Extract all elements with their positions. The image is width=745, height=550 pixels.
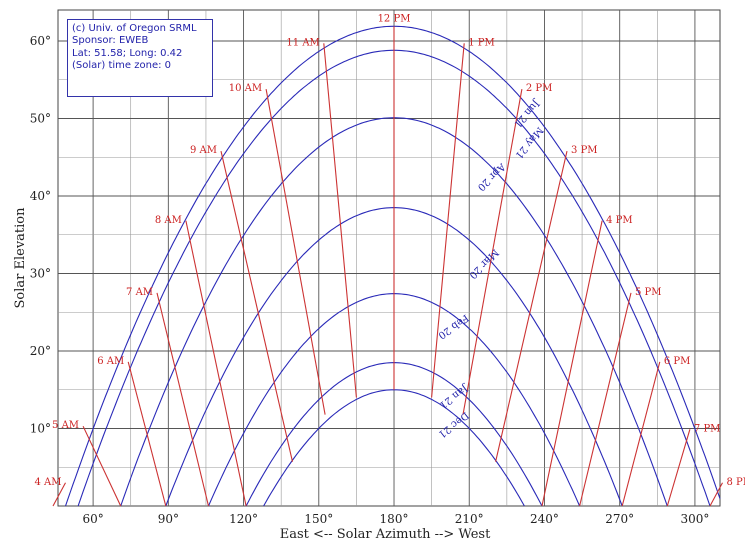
hour-line [462, 89, 523, 415]
y-tick-label: 10° [30, 422, 51, 436]
info-box: (c) Univ. of Oregon SRML Sponsor: EWEB L… [67, 19, 213, 97]
hour-label: 10 AM [229, 83, 262, 94]
y-axis-label: Solar Elevation [13, 207, 28, 309]
y-tick-label: 60° [30, 34, 51, 48]
hour-labels: 4 AM 5 AM 6 AM 7 AM 8 AM 9 AM 10 AM 11 AM 12 PM 1… [35, 13, 745, 487]
x-tick-label: 180° [380, 512, 409, 526]
x-tick-label: 240° [530, 512, 559, 526]
info-location: Lat: 51.58; Long: 0.42 [72, 47, 183, 59]
hour-line [621, 361, 661, 507]
x-tick-label: 90° [158, 512, 179, 526]
hour-label: 4 AM [35, 477, 62, 488]
x-tick-label: 60° [82, 512, 103, 526]
hour-line [127, 361, 167, 507]
info-timezone: (Solar) time zone: 0 [72, 60, 172, 72]
hour-label: 4 PM [606, 215, 633, 226]
hour-line [156, 292, 210, 507]
y-tick-label: 30° [30, 267, 51, 281]
y-tick-label: 40° [30, 189, 51, 203]
hour-label: 5 PM [635, 287, 662, 298]
tick-labels: 60° 90° 120° 150° 180° 210° 240° 270° 300° 10° 20°… [30, 34, 710, 526]
hour-line [185, 220, 247, 507]
hour-label: 7 PM [694, 423, 721, 434]
hour-line [709, 482, 723, 507]
hour-label: 9 AM [190, 145, 217, 156]
date-curve [64, 25, 721, 507]
x-axis-label: East <-- Solar Azimuth --> West [280, 527, 491, 542]
hour-line [82, 425, 122, 507]
info-sponsor: Sponsor: EWEB [72, 35, 149, 47]
x-tick-label: 270° [605, 512, 634, 526]
info-copyright: (c) Univ. of Oregon SRML [72, 23, 197, 34]
hour-line [666, 429, 691, 507]
hour-line [265, 89, 326, 415]
hour-label: 3 PM [571, 145, 598, 156]
hour-lines [52, 26, 723, 507]
x-tick-label: 300° [680, 512, 709, 526]
hour-label: 6 AM [97, 356, 124, 367]
hour-label: 6 PM [664, 356, 691, 367]
hour-label: 8 AM [155, 215, 182, 226]
hour-label: 1 PM [468, 37, 495, 48]
hour-line [220, 150, 294, 462]
x-tick-label: 210° [455, 512, 484, 526]
hour-line [495, 150, 568, 462]
hour-label: 5 AM [52, 420, 79, 431]
hour-line [431, 43, 465, 398]
hour-label: 2 PM [526, 83, 553, 94]
y-tick-label: 50° [30, 112, 51, 126]
y-tick-label: 20° [30, 344, 51, 358]
hour-label: 7 AM [126, 287, 153, 298]
x-tick-label: 150° [304, 512, 333, 526]
hour-line [323, 43, 357, 398]
hour-label: 12 PM [378, 13, 411, 24]
hour-line [52, 482, 66, 507]
hour-label: 8 PM [727, 477, 745, 488]
hour-line [541, 220, 603, 507]
hour-line [579, 292, 632, 507]
x-tick-label: 120° [229, 512, 258, 526]
hour-label: 11 AM [286, 37, 319, 48]
